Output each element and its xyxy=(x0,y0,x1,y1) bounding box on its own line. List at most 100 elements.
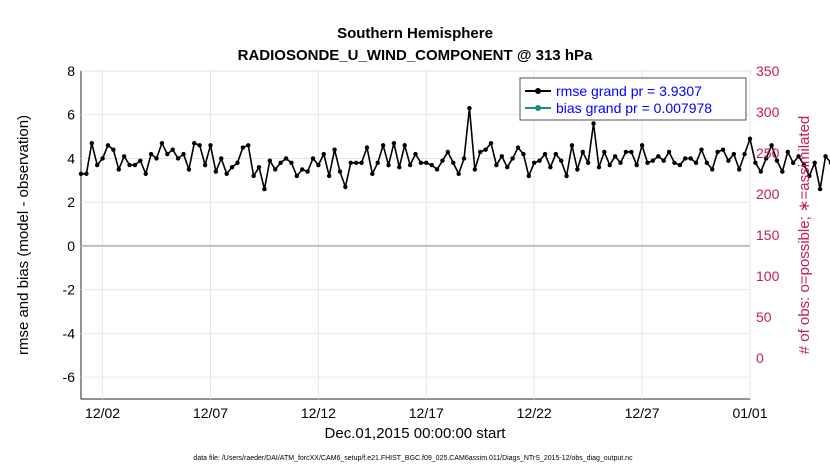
y-tick-label: 8 xyxy=(67,63,75,79)
series-point-0 xyxy=(434,167,440,172)
series-point-0 xyxy=(283,156,289,161)
series-point-0 xyxy=(575,167,580,172)
series-point-0 xyxy=(165,151,170,157)
series-point-0 xyxy=(364,145,370,150)
y-right-tick-label: 50 xyxy=(756,309,772,325)
series-point-0 xyxy=(683,156,688,161)
y-axis-right-ticks: 0 50 100 150 200 250 300 350 xyxy=(756,63,780,366)
series-point-0 xyxy=(251,173,256,179)
series-point-0 xyxy=(100,156,105,161)
series-point-0 xyxy=(542,151,548,157)
x-tick-label: 12/02 xyxy=(85,405,120,421)
series-point-0 xyxy=(785,149,790,155)
series-point-0 xyxy=(159,140,165,146)
series-point-0 xyxy=(181,151,186,157)
series-point-0 xyxy=(197,143,202,148)
series-point-0 xyxy=(548,165,553,170)
series-point-0 xyxy=(391,140,397,146)
series-point-0 xyxy=(699,147,704,152)
series-point-0 xyxy=(116,167,121,172)
series-point-0 xyxy=(89,140,94,146)
series-point-0 xyxy=(456,171,461,176)
series-point-0 xyxy=(731,151,737,157)
series-point-0 xyxy=(154,156,159,161)
chart-title: Southern Hemisphere xyxy=(337,25,493,42)
series-point-0 xyxy=(639,143,645,148)
x-tick-label: 12/27 xyxy=(625,405,660,421)
series-point-0 xyxy=(148,151,154,157)
series-point-0 xyxy=(796,154,801,159)
series-point-0 xyxy=(380,143,386,148)
series-point-0 xyxy=(370,171,375,176)
series-point-0 xyxy=(515,145,521,150)
series-point-0 xyxy=(208,143,213,148)
series-point-0 xyxy=(618,160,623,166)
series-point-0 xyxy=(445,149,451,155)
series-point-0 xyxy=(585,160,591,166)
series-point-0 xyxy=(424,160,429,166)
x-tick-label: 01/01 xyxy=(732,405,767,421)
series-point-0 xyxy=(310,156,316,161)
series-point-0 xyxy=(505,165,510,170)
series-point-0 xyxy=(300,167,305,172)
series-point-0 xyxy=(758,169,763,174)
series-point-0 xyxy=(343,184,348,190)
series-point-0 xyxy=(801,162,807,168)
series-point-0 xyxy=(143,171,148,176)
series-point-0 xyxy=(499,154,505,159)
series-point-0 xyxy=(526,173,531,179)
series-point-0 xyxy=(461,156,467,161)
series-point-0 xyxy=(672,160,677,166)
series-point-0 xyxy=(780,169,785,174)
series-point-0 xyxy=(521,151,526,157)
series-point-0 xyxy=(661,158,666,163)
legend-box xyxy=(519,77,747,121)
series-point-0 xyxy=(817,186,823,192)
series-point-0 xyxy=(710,167,715,172)
series-point-0 xyxy=(704,160,710,166)
series-point-0 xyxy=(105,143,111,148)
legend-rmse-marker xyxy=(535,88,541,94)
series-point-0 xyxy=(321,151,326,157)
series-point-0 xyxy=(175,156,181,161)
series-point-0 xyxy=(720,147,726,152)
y-right-tick-label: 250 xyxy=(756,145,780,161)
series-point-0 xyxy=(494,162,499,168)
series-point-0 xyxy=(202,162,208,168)
series-point-0 xyxy=(753,160,758,166)
series-point-0 xyxy=(510,156,515,161)
series-point-0 xyxy=(737,167,742,172)
series-point-0 xyxy=(531,160,537,166)
series-point-0 xyxy=(78,171,84,176)
series-point-0 xyxy=(326,173,332,179)
series-point-0 xyxy=(726,158,731,163)
y-right-tick-label: 0 xyxy=(756,350,764,366)
footnote: data file: /Users/raeder/DAI/ATM_forcXX/… xyxy=(193,455,633,462)
series-point-0 xyxy=(812,160,817,166)
series-point-0 xyxy=(278,160,283,166)
series-point-0 xyxy=(596,165,602,170)
x-axis-ticks: 12/02 12/07 12/12 12/17 12/22 12/27 01/01 xyxy=(85,405,768,421)
series-point-0 xyxy=(591,121,596,126)
series-point-0 xyxy=(483,147,488,152)
series-point-0 xyxy=(715,149,720,155)
y-axis-label: rmse and bias (model - observation) xyxy=(15,115,32,355)
series-point-0 xyxy=(316,162,321,168)
series-point-0 xyxy=(375,160,380,166)
series-layer xyxy=(78,105,830,192)
x-tick-label: 12/22 xyxy=(517,405,552,421)
series-point-0 xyxy=(294,173,300,179)
legend-bias-label: bias grand pr = 0.007978 xyxy=(556,100,712,116)
series-point-0 xyxy=(267,158,273,163)
series-point-0 xyxy=(132,162,138,168)
series-point-0 xyxy=(289,160,294,166)
y-tick-label: 4 xyxy=(67,150,75,166)
series-point-0 xyxy=(348,160,353,166)
series-point-0 xyxy=(332,147,337,152)
series-point-0 xyxy=(229,165,235,170)
series-point-0 xyxy=(763,156,769,161)
series-point-0 xyxy=(602,149,607,155)
series-point-0 xyxy=(418,160,424,166)
y-right-tick-label: 100 xyxy=(756,268,780,284)
